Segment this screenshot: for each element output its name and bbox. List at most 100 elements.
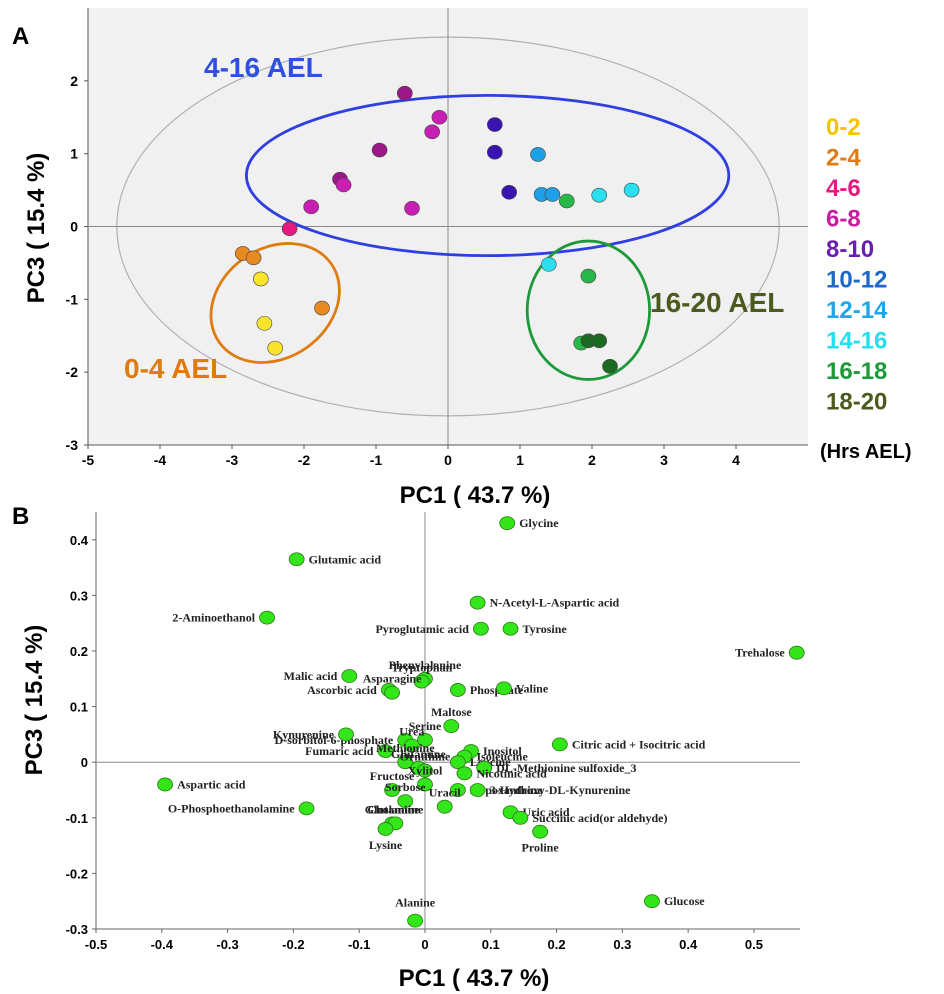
sample-point-15 — [281, 221, 298, 236]
loading-label-proline: Proline — [522, 841, 560, 855]
group-label-16-20: 16-20 AEL — [650, 287, 784, 318]
legend-item-6-8: 6-8 — [826, 206, 861, 233]
loading-point-glutamic-acid — [288, 552, 305, 567]
loading-point-glucose — [644, 894, 660, 909]
panel-b-ytick-label: -0.2 — [66, 866, 88, 881]
loading-label-urea: Urea — [399, 725, 424, 739]
panel-a-ellipses — [88, 8, 808, 445]
loading-point-dl-methionine-sulfoxide-3 — [476, 760, 493, 775]
loading-label-alanine: Alanine — [395, 896, 436, 910]
panel-b-xlabel: PC1 ( 43.7 %) — [399, 965, 550, 992]
sample-point-13 — [404, 200, 420, 216]
loading-point-serine — [417, 733, 433, 747]
loading-label-serine: Serine — [409, 719, 442, 733]
loading-point-phosphate — [449, 683, 466, 697]
sample-point-18 — [501, 184, 518, 200]
panel-b-ytick-label: 0.3 — [70, 588, 88, 603]
loading-label-aspartic-acid: Aspartic acid — [177, 777, 246, 791]
panel-a-ylabel: PC3 ( 15.4 %) — [23, 153, 50, 304]
panel-b-xtick-label: -0.2 — [282, 937, 304, 952]
loading-point-aspartic-acid — [157, 777, 173, 792]
panel-b-xtick-label: 0.4 — [679, 937, 698, 952]
panel-b-xtick-label: -0.3 — [216, 937, 238, 952]
loading-point-3-hydroxy-dl-kynurenine — [469, 783, 486, 797]
sample-point-23 — [623, 182, 640, 198]
panel-a-xtick-label: -5 — [82, 452, 95, 468]
panel-a-points — [235, 85, 640, 374]
legend-item-16-18: 16-18 — [826, 358, 887, 385]
legend-item-10-12: 10-12 — [826, 267, 887, 294]
panel-b-xtick-label: 0.3 — [613, 937, 631, 952]
loading-point-o-phosphoethanolamine — [298, 801, 315, 816]
loading-label-kynurenine: Kynurenine — [273, 727, 335, 741]
loading-label-hypoxanthine: Hypoxanthine — [470, 783, 543, 797]
loading-point-malic-acid — [341, 669, 358, 683]
sample-point-16 — [486, 117, 503, 132]
panel-b-ytick-label: 0.1 — [70, 700, 88, 715]
panel-a-xtick-label: -2 — [298, 452, 311, 468]
loading-label-pyroglutamic-acid: Pyroglutamic acid — [375, 622, 469, 636]
loading-point-tyrosine — [502, 621, 519, 636]
sample-point-19 — [530, 147, 546, 162]
loading-point-succinic-acid-or-aldehyde — [512, 810, 529, 825]
sample-point-17 — [486, 144, 503, 160]
panel-a-ytick-label: 0 — [70, 219, 78, 235]
panel-a-xtick-label: 1 — [516, 452, 524, 468]
panel-a-xlabel: PC1 ( 43.7 %) — [400, 482, 551, 509]
sample-point-11 — [424, 124, 440, 140]
loading-point-urea — [403, 738, 420, 753]
sample-point-22 — [591, 187, 608, 203]
loading-point-nicotinic-acid — [456, 766, 473, 781]
group-label-0-4: 0-4 AEL — [124, 353, 227, 384]
panel-b-ytick-label: 0.4 — [70, 533, 89, 548]
sample-point-8 — [371, 142, 388, 158]
loading-point-2-aminoethanol — [259, 610, 275, 625]
legend-item-12-14: 12-14 — [826, 297, 888, 324]
loading-label-sorbose: Sorbose — [385, 780, 426, 794]
panel-b-xtick-label: -0.1 — [348, 937, 370, 952]
panel-a-ytick-label: 2 — [70, 73, 78, 89]
loading-point-ornithine — [417, 763, 433, 778]
sample-point-2 — [245, 250, 262, 266]
panel-b-axes — [95, 512, 800, 930]
loading-point-hypoxanthine — [449, 783, 466, 797]
legend-item-8-10: 8-10 — [826, 236, 874, 263]
loading-label-inositol: Inositol — [483, 744, 522, 758]
sample-point-7 — [396, 85, 413, 101]
panel-a-ticks: -5 -4 -3 -2 -1 0 1 2 3 4 2 1 0 -1 -2 -3 — [66, 73, 741, 468]
panel-b-xtick-label: 0.1 — [482, 937, 500, 952]
panel-b-ticks: -0.5 -0.4 -0.3 -0.2 -0.1 0 0.1 0.2 0.3 0.4 0.5 0.4 0… — [66, 533, 763, 952]
panel-a-ytick-label: -3 — [66, 437, 79, 453]
ellipse-4-16-ael — [245, 93, 731, 258]
panel-a-xtick-label: 4 — [732, 452, 740, 468]
panel-a-xtick-label: -1 — [370, 452, 383, 468]
loading-label-dl-methionine-sulfoxide-3: DL-Methionine sulfoxide_3 — [496, 761, 636, 775]
panel-b-label: B — [12, 503, 29, 530]
sample-point-12 — [335, 177, 352, 193]
sample-point-5 — [256, 316, 273, 331]
panel-b-xtick-label: -0.5 — [85, 937, 107, 952]
panel-b-ytick-label: 0.2 — [70, 644, 88, 659]
sample-point-14 — [303, 199, 320, 215]
loading-label-glutamic-acid: Glutamic acid — [309, 552, 382, 566]
sample-point-3 — [314, 300, 330, 316]
loading-label-lysine: Lysine — [369, 838, 403, 852]
legend-item-4-6: 4-6 — [826, 175, 861, 202]
group-label-4-16: 4-16 AEL — [204, 52, 323, 83]
loading-label-xylitol: Xylitol — [408, 763, 443, 777]
loading-label-uric-acid: Uric acid — [523, 805, 570, 819]
panel-a-ytick-label: -2 — [66, 364, 79, 380]
loading-label-trehalose: Trehalose — [735, 646, 785, 660]
loading-point-methionine — [397, 755, 414, 770]
sample-point-24 — [540, 257, 557, 272]
loading-point-leucine — [449, 755, 466, 770]
panel-b-points: Glycine Glutamic acid N-Acetyl-L-Aspartic … — [157, 516, 805, 928]
ellipse-16-20-ael — [525, 239, 652, 381]
loading-label-isoleucine: Isoleucine — [476, 750, 528, 764]
sample-point-21 — [544, 187, 561, 202]
legend-item-14-16: 14-16 — [826, 328, 887, 355]
loading-label-maltose: Maltose — [431, 705, 472, 719]
loading-label-tryptophan: Tryptophan — [391, 661, 452, 675]
loading-label-o-phosphoethanolamine: O-Phosphoethanolamine — [168, 801, 295, 815]
